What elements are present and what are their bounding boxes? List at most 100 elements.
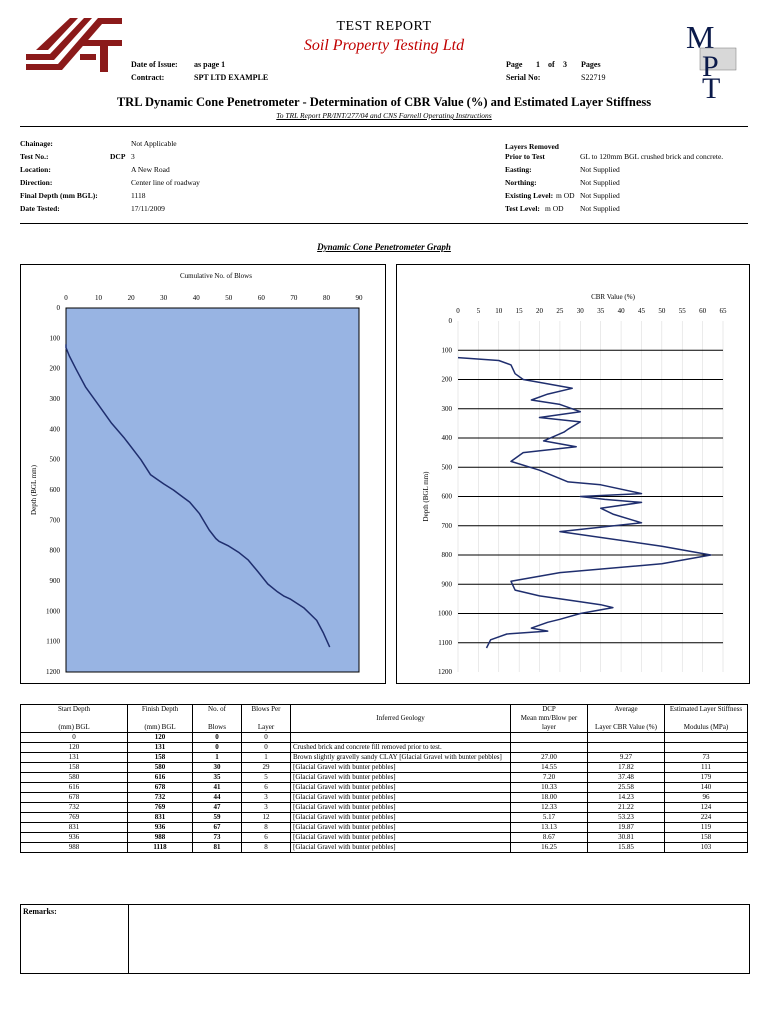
x-tick-label: 10 <box>495 307 503 315</box>
y-tick-label: 1000 <box>438 610 453 618</box>
date-tested-row: Date Tested: 17/11/2009 <box>20 204 220 213</box>
cell-cbr: 17.82 <box>587 762 665 773</box>
cell-start: 0 <box>20 732 128 743</box>
prior-to-test-label: Prior to Test <box>505 152 545 161</box>
cell-per: 0 <box>241 732 291 743</box>
cell-finish: 831 <box>127 812 193 823</box>
cell-geo: [Glacial Gravel with bunter pebbles] <box>290 812 511 823</box>
cell-finish: 131 <box>127 742 193 753</box>
cell-start: 732 <box>20 802 128 813</box>
cell-dcp: 27.00 <box>510 752 588 763</box>
x-tick-label: 20 <box>536 307 544 315</box>
company-name: Soil Property Testing Ltd <box>303 37 465 54</box>
th-finish-depth-unit: (mm) BGL <box>127 723 193 733</box>
test-level-label: Test Level: <box>505 204 540 213</box>
cell-cbr: 14.23 <box>587 792 665 803</box>
th-dcp: DCP <box>510 704 588 714</box>
existing-level-unit: m OD <box>556 191 575 200</box>
cell-dcp <box>510 732 588 743</box>
cell-blows: 81 <box>192 842 242 853</box>
cell-per: 8 <box>241 822 291 833</box>
cell-blows: 44 <box>192 792 242 803</box>
company-logo-right: M P T <box>686 19 737 98</box>
of-label: of <box>548 60 555 69</box>
remarks-box: Remarks: <box>20 904 750 974</box>
y-tick-label: 500 <box>442 463 453 471</box>
cell-dcp: 12.33 <box>510 802 588 813</box>
chart-title: Cumulative No. of Blows <box>180 272 252 280</box>
x-tick-label: 10 <box>95 294 103 302</box>
cell-stiff <box>664 732 748 743</box>
cell-blows: 35 <box>192 772 242 783</box>
cell-dcp: 8.67 <box>510 832 588 843</box>
final-depth-value: 1118 <box>131 191 146 200</box>
y-tick-label: 900 <box>442 580 453 588</box>
th-spacer-5 <box>587 714 665 723</box>
cell-stiff: 158 <box>664 832 748 843</box>
cell-per: 29 <box>241 762 291 773</box>
northing-value: Not Supplied <box>580 178 620 187</box>
cell-start: 580 <box>20 772 128 783</box>
direction-value: Center line of roadway <box>131 178 200 187</box>
blows-chart-box: Cumulative No. of Blows 0 10 20 30 40 50 60 70 80… <box>20 264 386 684</box>
th-stiffness: Estimated Layer Stiffness <box>664 704 748 714</box>
y-tick-label: 600 <box>50 486 61 494</box>
x-tick-label: 80 <box>323 294 331 302</box>
cell-stiff: 224 <box>664 812 748 823</box>
cell-finish: 120 <box>127 732 193 743</box>
y-tick-label: 800 <box>50 547 61 555</box>
cell-cbr: 30.81 <box>587 832 665 843</box>
table-header-row-1: Start Depth Finish Depth No. of Blows Pe… <box>20 704 748 733</box>
cell-start: 936 <box>20 832 128 843</box>
cell-blows: 0 <box>192 732 242 743</box>
series-line <box>457 356 712 649</box>
th-spacer-2 <box>127 714 193 723</box>
th-dcp-2: Mean mm/Blow per <box>510 714 588 723</box>
northing-label: Northing: <box>505 178 537 187</box>
cell-dcp: 14.55 <box>510 762 588 773</box>
contract-label: Contract: <box>131 73 165 82</box>
test-no-value: 3 <box>131 152 135 161</box>
test-no-row: Test No.: DCP 3 <box>20 152 220 161</box>
cell-blows: 47 <box>192 802 242 813</box>
cell-geo <box>290 732 511 743</box>
cell-finish: 580 <box>127 762 193 773</box>
x-tick-label: 45 <box>638 307 646 315</box>
cell-dcp <box>510 742 588 753</box>
cell-blows: 30 <box>192 762 242 773</box>
cell-stiff: 119 <box>664 822 748 833</box>
cell-start: 769 <box>20 812 128 823</box>
divider-info <box>20 223 748 224</box>
main-title: TRL Dynamic Cone Penetrometer - Determin… <box>116 95 652 109</box>
table-header-row-3: (mm) BGL (mm) BGL Blows Layer layer Laye… <box>20 723 748 733</box>
th-dcp-3: layer <box>510 723 588 733</box>
cell-cbr: 19.87 <box>587 822 665 833</box>
cell-stiff: 179 <box>664 772 748 783</box>
y-tick-label: 1200 <box>46 668 61 676</box>
table-row: 769 831 59 12 [Glacial Gravel with bunter pe… <box>20 812 748 823</box>
table-row: 988 1118 81 8 [Glacial Gravel with bunter pe… <box>20 842 748 853</box>
test-level-unit: m OD <box>545 204 564 213</box>
results-table: Start Depth Finish Depth No. of Blows Pe… <box>20 704 748 853</box>
x-tick-label: 50 <box>225 294 233 302</box>
cell-geo: [Glacial Gravel with bunter pebbles] <box>290 772 511 783</box>
direction-label: Direction: <box>20 178 53 187</box>
th-stiffness-2: Modulus (MPa) <box>664 723 748 733</box>
cell-geo: [Glacial Gravel with bunter pebbles] <box>290 762 511 773</box>
cell-cbr: 15.85 <box>587 842 665 853</box>
x-tick-label: 30 <box>577 307 585 315</box>
th-blows-per-2: Layer <box>241 723 291 733</box>
th-finish-depth: Finish Depth <box>127 704 193 714</box>
test-no-prefix: DCP <box>110 152 126 161</box>
table-header-row-2: Mean mm/Blow per <box>20 714 748 723</box>
cell-per: 6 <box>241 832 291 843</box>
pages-label: Pages <box>581 60 601 69</box>
cell-geo: [Glacial Gravel with bunter pebbles] <box>290 792 511 803</box>
cell-dcp: 10.33 <box>510 782 588 793</box>
report-title: TEST REPORT <box>336 19 432 34</box>
y-tick-label: 0 <box>57 304 61 312</box>
cell-stiff: 140 <box>664 782 748 793</box>
table-row: 616 678 41 6 [Glacial Gravel with bunter peb… <box>20 782 748 793</box>
table-row: 0 120 0 0 <box>20 732 748 743</box>
date-of-issue-label: Date of Issue: <box>131 60 178 69</box>
